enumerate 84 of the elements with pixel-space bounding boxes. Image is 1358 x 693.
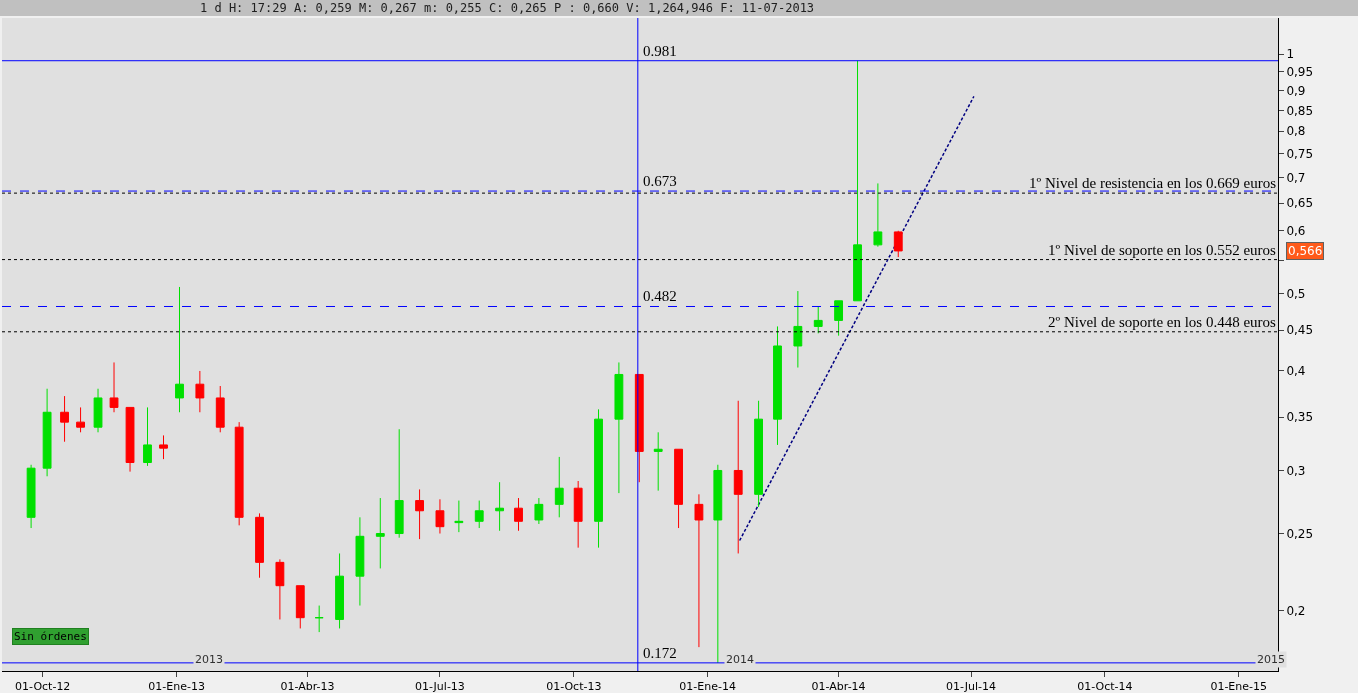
ref-line-label: 2º Nivel de soporte en los 0.448 euros: [1048, 314, 1277, 330]
candlestick: [594, 408, 603, 549]
x-tick-label: 01-Ene-14: [679, 680, 736, 693]
y-tick-label: 0,6: [1286, 223, 1306, 238]
annotation: 0.482: [643, 288, 677, 304]
candlestick: [514, 497, 523, 532]
candlestick: [893, 230, 903, 258]
annotation: Sin órdenes: [14, 630, 87, 643]
candlestick: [175, 286, 184, 413]
y-tick-label: 0,95: [1286, 65, 1314, 80]
candlestick: [834, 300, 844, 337]
candlestick: [713, 464, 723, 664]
x-tick-label: 01-Abr-14: [811, 680, 866, 693]
annotation: 2013: [195, 653, 223, 666]
x-tick-label: 01-Ene-13: [148, 680, 205, 693]
y-tick-label: 0,9: [1286, 83, 1306, 98]
candlestick: [195, 370, 205, 413]
candlestick: [674, 448, 683, 529]
candlestick: [26, 464, 36, 529]
y-tick-label: 0,65: [1286, 196, 1314, 211]
candlestick: [853, 60, 862, 302]
candlestick: [93, 388, 103, 433]
candlestick: [375, 497, 385, 569]
candlestick: [255, 512, 264, 579]
annotation: 2014: [726, 653, 754, 666]
candlestick: [159, 434, 168, 460]
annotation: 0.981: [643, 43, 677, 59]
x-tick-label: 01-Jul-13: [415, 680, 465, 693]
y-tick-label: 0,35: [1286, 410, 1314, 425]
x-tick-label: 01-Abr-13: [280, 680, 335, 693]
candlestick: [653, 431, 663, 492]
candlestick: [60, 395, 69, 443]
annotation: 0.172: [643, 645, 677, 661]
candlestick: [314, 605, 324, 633]
candlestick: [694, 493, 704, 648]
candlestick: [143, 406, 152, 467]
candlestick: [813, 305, 823, 334]
candlestick: [614, 361, 624, 494]
candlestick: [573, 480, 583, 549]
candlestick: [733, 400, 743, 554]
candlestick: [215, 385, 225, 433]
x-tick-label: 01-Jul-14: [946, 680, 996, 693]
candlestick: [394, 428, 404, 539]
chart-subtitle: 1 d H: 17:29 A: 0,259 M: 0,267 m: 0,255 C: 0,265 P : 0,660 V: 1,264,946 F: 11-07-2013: [0, 0, 1358, 16]
text: 0,566: [1288, 244, 1323, 258]
candlestick: [554, 456, 564, 518]
y-tick-label: 0,75: [1286, 146, 1314, 161]
candlestick: [109, 361, 119, 413]
y-tick-label: 1: [1286, 47, 1295, 62]
candlestick: [495, 481, 505, 532]
candlestick: [415, 488, 424, 540]
annotation: 0.673: [643, 173, 677, 189]
y-tick-label: 0,3: [1286, 463, 1306, 478]
y-tick-label: 0,45: [1286, 323, 1314, 338]
annotation: 2015: [1257, 653, 1285, 666]
x-tick-label: 01-Oct-12: [15, 680, 71, 693]
y-tick-label: 0,25: [1286, 526, 1314, 541]
candlestick: [454, 500, 464, 533]
candlestick: [275, 558, 285, 620]
ref-line-label: 1º Nivel de soporte en los 0.552 euros: [1048, 242, 1277, 258]
y-tick-label: 0,85: [1286, 103, 1314, 118]
y-tick-label: 0,2: [1286, 603, 1306, 618]
x-tick-label: 01-Oct-13: [546, 680, 602, 693]
y-tick-label: 0,5: [1286, 287, 1306, 302]
candlestick: [754, 400, 763, 508]
candlestick: [125, 406, 135, 473]
y-tick-label: 0,7: [1286, 170, 1306, 185]
candlestick: [295, 585, 305, 629]
x-tick-label: 01-Ene-15: [1210, 680, 1268, 693]
y-tick-label: 0,4: [1286, 364, 1306, 379]
candlestick: [355, 516, 365, 607]
candlestick: [335, 552, 344, 629]
candlestick: [42, 388, 52, 477]
candlestick: [435, 498, 445, 535]
candlestick: [793, 290, 803, 369]
candlestick: [234, 421, 244, 526]
candlestick: [534, 497, 544, 525]
y-tick-label: 0,8: [1286, 124, 1306, 139]
candlestick: [474, 500, 484, 529]
candlestick: [873, 182, 883, 248]
ref-line-label: 1º Nivel de resistencia en los 0.669 euros: [1029, 175, 1277, 191]
candlestick: [773, 325, 782, 446]
candlestick: [76, 406, 85, 433]
x-tick-label: 01-Oct-14: [1077, 680, 1133, 693]
